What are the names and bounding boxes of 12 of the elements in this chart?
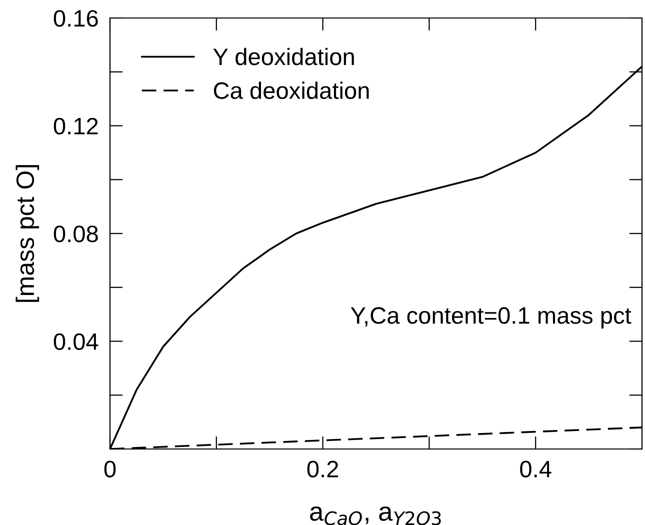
y-tick-label: 0.16 (54, 10, 98, 27)
legend-label: Y deoxidation (213, 48, 354, 66)
legend-label: Ca deoxidation (214, 82, 369, 100)
y-tick-label: 0.08 (54, 226, 98, 242)
x-axis-title: a$_{CaO}$, a$_{Y2O3}$ (310, 506, 441, 525)
annotation: Y,Ca content=0.1 mass pct (350, 307, 632, 329)
y-tick-label: 0.12 (54, 118, 98, 135)
x-tick-label: 0.2 (307, 460, 338, 478)
x-tick-label: 0 (104, 460, 116, 478)
y-axis-title: [mass pct O] (16, 165, 40, 302)
y-tick-label: 0.04 (54, 333, 98, 350)
x-tick-label: 0.4 (520, 460, 552, 478)
